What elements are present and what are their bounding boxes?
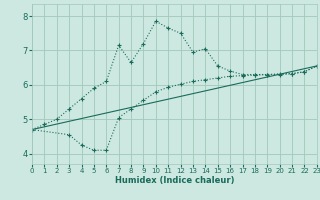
- X-axis label: Humidex (Indice chaleur): Humidex (Indice chaleur): [115, 176, 234, 185]
